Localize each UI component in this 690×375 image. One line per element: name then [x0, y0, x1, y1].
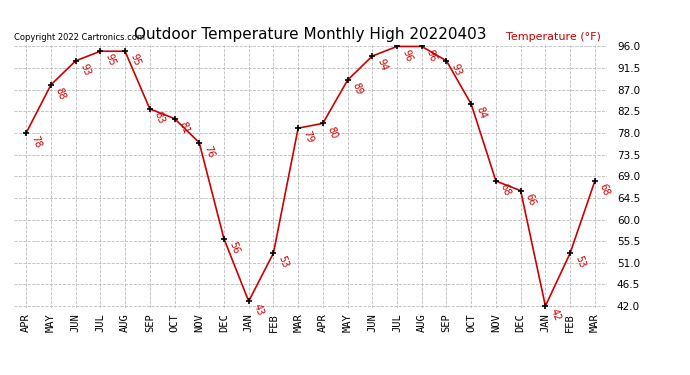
Text: 80: 80 [326, 125, 339, 140]
Text: 76: 76 [202, 144, 216, 159]
Text: 94: 94 [375, 57, 389, 72]
Text: 96: 96 [400, 48, 413, 63]
Text: 43: 43 [252, 303, 265, 318]
Text: 81: 81 [177, 120, 191, 135]
Text: 96: 96 [425, 48, 438, 63]
Text: 68: 68 [598, 183, 611, 197]
Text: 56: 56 [227, 240, 241, 255]
Text: Temperature (°F): Temperature (°F) [506, 32, 601, 42]
Text: 95: 95 [104, 53, 117, 68]
Text: 53: 53 [573, 255, 586, 270]
Text: 83: 83 [152, 110, 166, 125]
Text: 68: 68 [499, 183, 513, 197]
Text: 78: 78 [29, 134, 43, 150]
Text: 42: 42 [549, 308, 562, 322]
Text: 88: 88 [54, 86, 68, 101]
Title: Outdoor Temperature Monthly High 20220403: Outdoor Temperature Monthly High 2022040… [135, 27, 486, 42]
Text: 89: 89 [351, 81, 364, 96]
Text: 95: 95 [128, 53, 141, 68]
Text: 84: 84 [474, 106, 488, 120]
Text: Copyright 2022 Cartronics.com: Copyright 2022 Cartronics.com [14, 33, 146, 42]
Text: 93: 93 [449, 62, 463, 77]
Text: 79: 79 [301, 130, 315, 145]
Text: 53: 53 [277, 255, 290, 270]
Text: 93: 93 [79, 62, 92, 77]
Text: 66: 66 [524, 192, 538, 207]
